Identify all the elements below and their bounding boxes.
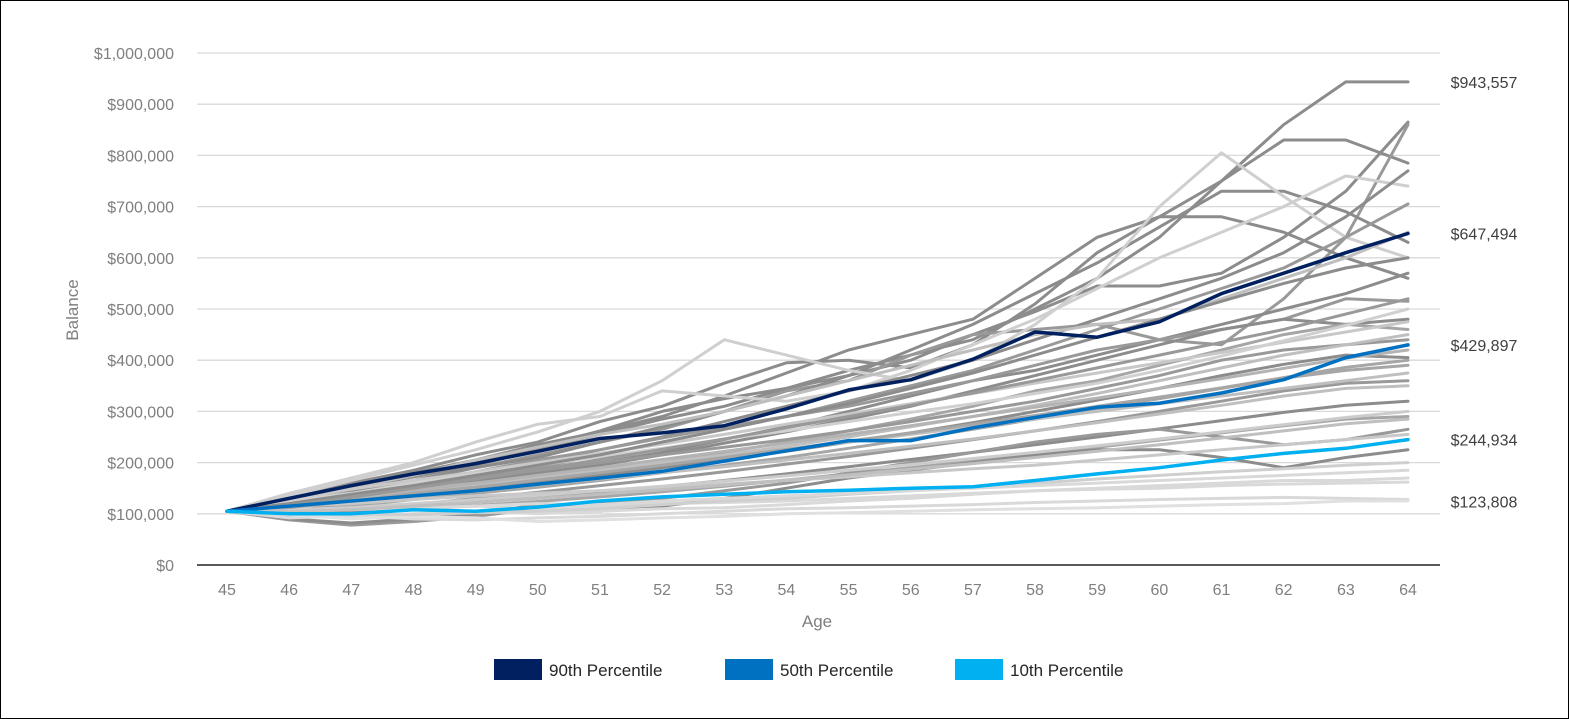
y-tick-label: $800,000 — [107, 148, 174, 165]
simulation-path-line — [225, 499, 1410, 523]
end-value-label: $123,808 — [1451, 495, 1518, 512]
simulation-paths — [225, 80, 1410, 527]
y-tick-label: $100,000 — [107, 507, 174, 524]
end-value-label: $647,494 — [1451, 226, 1518, 243]
x-tick-label: 60 — [1150, 582, 1168, 599]
x-tick-label: 56 — [902, 582, 920, 599]
x-tick-label: 45 — [218, 582, 236, 599]
y-tick-label: $900,000 — [107, 97, 174, 114]
y-axis-tick-labels: $0 $100,000 $200,000 $300,000 $400,000 $500,0… — [94, 46, 174, 575]
x-tick-label: 48 — [405, 582, 423, 599]
y-tick-label: $600,000 — [107, 251, 174, 268]
y-tick-label: $200,000 — [107, 456, 174, 473]
simulation-path-line — [225, 417, 1410, 514]
percentile-series — [225, 231, 1410, 516]
x-tick-label: 46 — [280, 582, 298, 599]
simulation-path-line — [225, 307, 1410, 513]
y-tick-label: $700,000 — [107, 200, 174, 217]
series-line-10th-percentile — [225, 437, 1410, 516]
x-tick-label: 54 — [778, 582, 796, 599]
x-tick-label: 55 — [840, 582, 858, 599]
x-tick-label: 61 — [1213, 582, 1231, 599]
y-tick-label: $1,000,000 — [94, 46, 174, 63]
legend-label: 10th Percentile — [1010, 661, 1123, 680]
legend-label: 90th Percentile — [549, 661, 662, 680]
y-tick-label: $300,000 — [107, 404, 174, 421]
legend-swatch — [955, 659, 1003, 680]
x-tick-label: 47 — [342, 582, 360, 599]
x-tick-label: 59 — [1088, 582, 1106, 599]
x-tick-label: 63 — [1337, 582, 1355, 599]
x-tick-label: 50 — [529, 582, 547, 599]
legend: 90th Percentile 50th Percentile 10th Perce… — [494, 659, 1123, 680]
end-value-label: $429,897 — [1451, 338, 1518, 355]
end-value-label: $244,934 — [1451, 433, 1518, 450]
x-axis-tick-labels: 45 46 47 48 49 50 51 52 53 54 55 56 57 58 59 60 61 62 63 64 — [218, 582, 1417, 599]
x-tick-label: 64 — [1399, 582, 1417, 599]
legend-swatch — [725, 659, 773, 680]
y-tick-label: $0 — [156, 558, 174, 575]
legend-label: 50th Percentile — [780, 661, 893, 680]
y-axis-title: Balance — [63, 279, 82, 340]
simulation-path-line — [225, 320, 1410, 513]
simulation-path-line — [225, 120, 1410, 513]
x-tick-label: 53 — [715, 582, 733, 599]
simulation-path-line — [225, 174, 1410, 513]
end-value-labels: $943,557 $647,494 $429,897 $244,934 $123,808 — [1451, 75, 1518, 512]
simulation-path-line — [225, 256, 1410, 513]
simulation-path-line — [225, 297, 1410, 513]
series-line-50th-percentile — [225, 343, 1410, 513]
simulation-path-line — [225, 151, 1410, 513]
series-line-90th-percentile — [225, 231, 1410, 513]
simulation-path-line — [225, 495, 1410, 522]
x-tick-label: 49 — [467, 582, 485, 599]
x-tick-label: 51 — [591, 582, 609, 599]
simulation-path-line — [225, 461, 1410, 517]
x-tick-label: 62 — [1275, 582, 1293, 599]
x-tick-label: 57 — [964, 582, 982, 599]
x-axis-title: Age — [802, 612, 832, 631]
y-tick-label: $500,000 — [107, 302, 174, 319]
y-tick-label: $400,000 — [107, 353, 174, 370]
end-value-label: $943,557 — [1451, 75, 1518, 92]
legend-swatch — [494, 659, 542, 680]
simulation-path-line — [225, 409, 1410, 513]
x-tick-label: 58 — [1026, 582, 1044, 599]
x-tick-label: 52 — [653, 582, 671, 599]
simulation-path-line — [225, 348, 1410, 513]
